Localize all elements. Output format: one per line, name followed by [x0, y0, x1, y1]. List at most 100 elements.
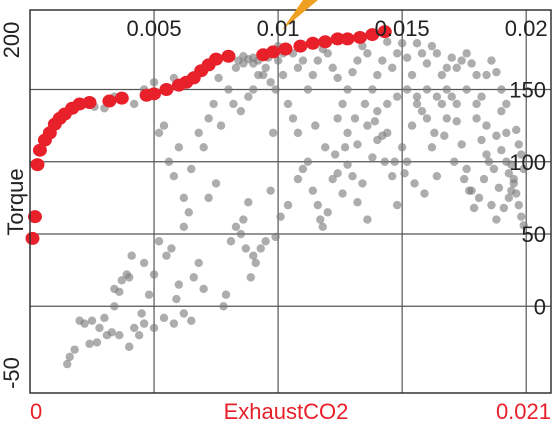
- data-point: [358, 179, 367, 188]
- highlighted-point: [102, 94, 117, 108]
- data-point: [437, 99, 447, 109]
- data-point: [390, 157, 399, 166]
- left-axis-ticks: 200 -50: [0, 22, 24, 389]
- data-point: [437, 70, 447, 80]
- data-point: [194, 128, 203, 138]
- data-point: [440, 131, 449, 140]
- data-point: [226, 237, 236, 246]
- data-point: [479, 174, 489, 184]
- data-point: [457, 56, 466, 65]
- data-point: [159, 313, 169, 323]
- data-point: [246, 273, 256, 282]
- data-point: [130, 323, 139, 333]
- data-point: [492, 131, 501, 140]
- data-point: [472, 114, 481, 123]
- data-point: [412, 92, 422, 101]
- data-point: [251, 258, 260, 268]
- data-point: [333, 114, 342, 123]
- data-point: [442, 63, 451, 73]
- data-point: [179, 193, 189, 203]
- plot-frame: [29, 9, 552, 394]
- data-point: [204, 193, 213, 203]
- data-point: [172, 294, 181, 304]
- highlighted-point: [30, 158, 45, 172]
- data-point: [509, 179, 518, 188]
- data-point: [350, 114, 360, 123]
- data-point: [474, 193, 484, 203]
- data-point: [514, 140, 523, 149]
- data-point: [209, 99, 218, 109]
- data-point: [457, 140, 466, 149]
- data-point: [353, 56, 362, 65]
- highlighted-point: [221, 49, 236, 63]
- data-point: [92, 338, 102, 347]
- data-point: [231, 222, 241, 231]
- data-point: [293, 128, 303, 138]
- data-point: [383, 128, 392, 138]
- data-point: [422, 59, 432, 68]
- data-point: [353, 140, 362, 149]
- data-point: [115, 330, 124, 340]
- data-point: [402, 85, 412, 94]
- data-point: [462, 164, 471, 174]
- data-point: [482, 121, 491, 130]
- data-point: [447, 92, 456, 101]
- data-point: [497, 85, 506, 94]
- data-point: [244, 92, 253, 101]
- data-point: [261, 63, 270, 73]
- data-point: [380, 157, 389, 166]
- data-point: [392, 92, 402, 101]
- data-point: [358, 41, 367, 51]
- data-point: [432, 172, 442, 181]
- highlighted-point: [114, 91, 129, 105]
- highlighted-point: [377, 25, 392, 39]
- data-point: [239, 215, 248, 224]
- highlighted-point: [365, 28, 380, 42]
- data-point: [427, 41, 437, 51]
- highlighted-point: [27, 210, 42, 224]
- data-point: [477, 92, 486, 101]
- data-point: [236, 106, 246, 116]
- data-point: [194, 258, 203, 268]
- highlighted-point: [82, 95, 97, 109]
- y-tick-label-left: -50: [0, 357, 24, 389]
- data-point: [259, 70, 268, 80]
- data-point: [343, 85, 352, 94]
- top-axis-ticks: 0.005 0.01 0.015 0.02: [127, 16, 548, 41]
- highlighted-point: [25, 231, 40, 245]
- data-point: [410, 179, 419, 188]
- data-point: [497, 106, 506, 116]
- x-tick-label: 0.015: [375, 16, 430, 41]
- data-point: [236, 229, 246, 239]
- data-point: [87, 316, 97, 325]
- data-point: [169, 319, 179, 328]
- data-point: [368, 85, 377, 94]
- data-point: [110, 302, 119, 311]
- data-point: [266, 186, 275, 195]
- data-point: [328, 174, 337, 184]
- data-point: [189, 273, 198, 282]
- data-point: [482, 70, 491, 80]
- data-point: [519, 221, 528, 230]
- data-point: [139, 258, 149, 268]
- highlighted-point: [278, 42, 293, 56]
- data-point: [492, 215, 501, 224]
- data-point: [422, 85, 432, 94]
- data-point: [360, 99, 370, 109]
- data-point: [298, 56, 308, 65]
- data-point: [373, 70, 382, 80]
- data-point: [517, 150, 526, 159]
- y-tick-label: 150: [509, 77, 546, 102]
- data-point: [397, 39, 407, 48]
- data-point: [244, 198, 253, 207]
- data-point: [102, 330, 112, 340]
- data-point: [452, 63, 461, 73]
- data-point: [517, 212, 526, 221]
- data-point: [149, 270, 159, 279]
- data-point: [484, 157, 494, 166]
- data-point: [313, 200, 322, 210]
- data-point: [482, 150, 491, 159]
- data-point: [273, 56, 283, 65]
- data-point: [149, 78, 159, 87]
- data-point: [179, 309, 189, 318]
